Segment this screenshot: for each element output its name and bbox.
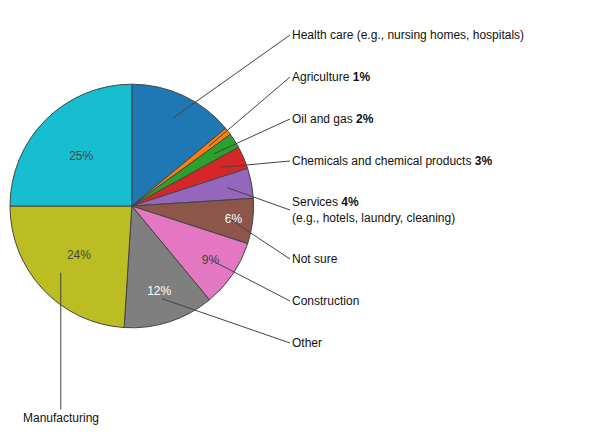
svg-text:12%: 12% [147, 284, 171, 298]
svg-text:Oil and gas 2%: Oil and gas 2% [292, 112, 374, 126]
svg-text:Manufacturing: Manufacturing [23, 411, 99, 425]
svg-text:Chemicals and chemical product: Chemicals and chemical products 3% [292, 154, 492, 168]
svg-text:Construction: Construction [292, 294, 359, 308]
svg-text:9%: 9% [202, 253, 220, 267]
svg-text:6%: 6% [225, 212, 243, 226]
svg-text:Agriculture 1%: Agriculture 1% [292, 70, 370, 84]
svg-text:24%: 24% [67, 248, 91, 262]
svg-text:Health care (e.g., nursing hom: Health care (e.g., nursing homes, hospit… [292, 28, 524, 42]
svg-text:Other: Other [292, 336, 322, 350]
svg-text:25%: 25% [69, 149, 93, 163]
svg-text:Services 4%(e.g., hotels, laun: Services 4%(e.g., hotels, laundry, clean… [292, 195, 455, 225]
svg-text:Not sure: Not sure [292, 252, 338, 266]
